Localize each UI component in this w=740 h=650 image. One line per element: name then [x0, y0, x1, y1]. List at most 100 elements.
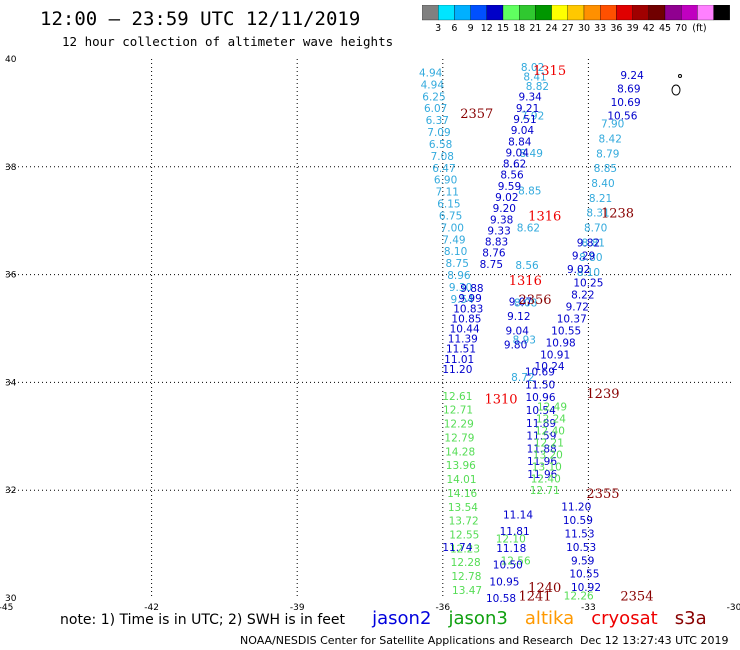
wave-height-value: 8.75 [480, 259, 503, 271]
legend-note: note: 1) Time is in UTC; 2) SWH is in fe… [60, 612, 346, 628]
wave-height-value: 8.10 [444, 246, 467, 258]
wave-height-value: 10.55 [551, 325, 581, 337]
wave-height-value: 10.85 [451, 313, 481, 325]
wave-height-value: 4.94 [421, 79, 445, 91]
colorbar-label: 9 [468, 23, 474, 34]
colorbar-label: 42 [643, 23, 655, 34]
legend-jason3: jason3 [448, 608, 508, 629]
wave-height-value: 11.39 [448, 334, 478, 346]
wave-height-value: 8.84 [508, 136, 532, 148]
wave-height-value: 8.49 [520, 148, 543, 160]
legend-s3a: s3a [674, 608, 707, 629]
wave-height-value: 7.11 [436, 187, 459, 199]
wave-height-value: 11.01 [444, 354, 474, 366]
wave-height-value: 6.75 [439, 210, 462, 222]
wave-height-value: 12.55 [449, 529, 479, 541]
wave-height-value: 8.62 [503, 159, 526, 171]
wave-height-value: 11.20 [442, 364, 472, 376]
wave-height-value: 8.85 [594, 163, 617, 175]
colorbar-label: 36 [610, 23, 622, 34]
wave-height-value: 10.25 [573, 278, 603, 290]
wave-height-value: 9.21 [516, 103, 539, 115]
wave-height-value: 9.51 [513, 114, 536, 126]
wave-height-value: 8.56 [515, 260, 539, 272]
pass-time-label: 1239 [586, 387, 619, 402]
wave-height-value: 13.72 [449, 516, 479, 528]
wave-height-value: 7.09 [427, 127, 450, 139]
wave-height-value: 8.69 [617, 84, 640, 96]
wave-height-value: 8.41 [523, 72, 546, 84]
wave-height-value: 9.07 [509, 297, 532, 309]
wave-height-value: 10.96 [525, 392, 555, 404]
wave-height-value: 11.14 [503, 509, 533, 521]
map-subtitle: 12 hour collection of altimeter wave hei… [62, 34, 394, 49]
island-shape [671, 84, 681, 96]
wave-height-value: 7.90 [601, 119, 624, 131]
wave-height-value: 9.88 [460, 283, 483, 295]
colorbar-label: 18 [513, 23, 525, 34]
wave-height-value: 12.24 [536, 414, 566, 426]
wave-height-value: 11.96 [527, 456, 557, 468]
x-tick-label: -42 [144, 603, 159, 613]
wave-height-value: 9.38 [490, 214, 513, 226]
colorbar-label: 21 [529, 23, 541, 34]
wave-height-value: 8.56 [500, 170, 524, 182]
wave-height-value: 10.91 [540, 349, 570, 361]
wave-height-value: 10.50 [493, 560, 523, 572]
wave-height-value: 8.10 [577, 267, 600, 279]
wave-height-value: 9.04 [506, 325, 530, 337]
x-tick-label: -36 [435, 603, 450, 613]
pass-time-label: 1310 [484, 393, 517, 408]
wave-height-value: 11.20 [561, 501, 591, 513]
y-tick-label: 40 [5, 55, 17, 65]
wave-height-value: 9.04 [511, 125, 535, 137]
pass-time-label: 1238 [601, 207, 634, 222]
wave-height-value: 8.81 [582, 237, 605, 249]
wave-height-value: 9.80 [504, 340, 527, 352]
pass-time-label: 1316 [509, 274, 542, 289]
wave-height-value: 14.16 [447, 488, 477, 500]
wave-height-value: 9.72 [566, 302, 589, 314]
footer-credit: NOAA/NESDIS Center for Satellite Applica… [240, 634, 574, 647]
x-tick-label: -45 [0, 603, 13, 613]
x-tick-label: -30 [727, 603, 740, 613]
legend-altika: altika [524, 608, 575, 629]
colorbar-label: 70 [675, 23, 687, 34]
colorbar-label: 12 [481, 23, 493, 34]
wave-height-value: 9.29 [572, 251, 595, 263]
wave-height-value: 11.74 [442, 542, 472, 554]
pass-time-label: 2356 [518, 293, 551, 308]
wave-height-value: 12.23 [450, 543, 480, 555]
map-title: 12:00 — 23:59 UTC 12/11/2019 [40, 8, 361, 30]
wave-height-value: 10.83 [453, 303, 483, 315]
wave-height-value: 11.18 [496, 543, 526, 555]
colorbar-label: 15 [497, 23, 509, 34]
y-tick-label: 30 [5, 594, 17, 604]
wave-height-value: 13.20 [533, 449, 563, 461]
colorbar-label: 33 [594, 23, 606, 34]
wave-height-value: 9.54 [451, 294, 475, 306]
wave-height-value: 8.80 [579, 252, 602, 264]
legend-cryosat: cryosat [591, 608, 658, 629]
wave-height-value: 8.85 [518, 185, 541, 197]
wave-height-colorbar: 3 6 9 12 15 18 21 24 27 30 33 36 39 42 45 70 (ft) [422, 5, 730, 34]
wave-height-value: 11.96 [527, 469, 557, 481]
wave-height-value: 10.69 [611, 97, 641, 109]
wave-height-value: 11.53 [564, 528, 594, 540]
pass-time-label: 2355 [586, 487, 619, 502]
wave-height-value: 12.71 [530, 485, 560, 497]
wave-height-value: 10.55 [569, 569, 599, 581]
wave-height-value: 11.51 [446, 344, 476, 356]
wave-height-value: 8.79 [596, 148, 619, 160]
wave-height-value: 12.79 [444, 432, 474, 444]
islet-shape [678, 74, 682, 78]
wave-height-value: 7.92 [521, 111, 544, 123]
y-tick-label: 32 [5, 486, 16, 496]
colorbar-label: 27 [562, 23, 574, 34]
wave-height-value: 8.93 [513, 335, 536, 347]
wave-height-value: 13.47 [452, 585, 482, 597]
wave-height-value: 9.02 [495, 192, 518, 204]
colorbar-label: 3 [435, 23, 441, 34]
wave-height-value: 9.20 [493, 203, 516, 215]
wave-height-value: 12.28 [451, 557, 481, 569]
